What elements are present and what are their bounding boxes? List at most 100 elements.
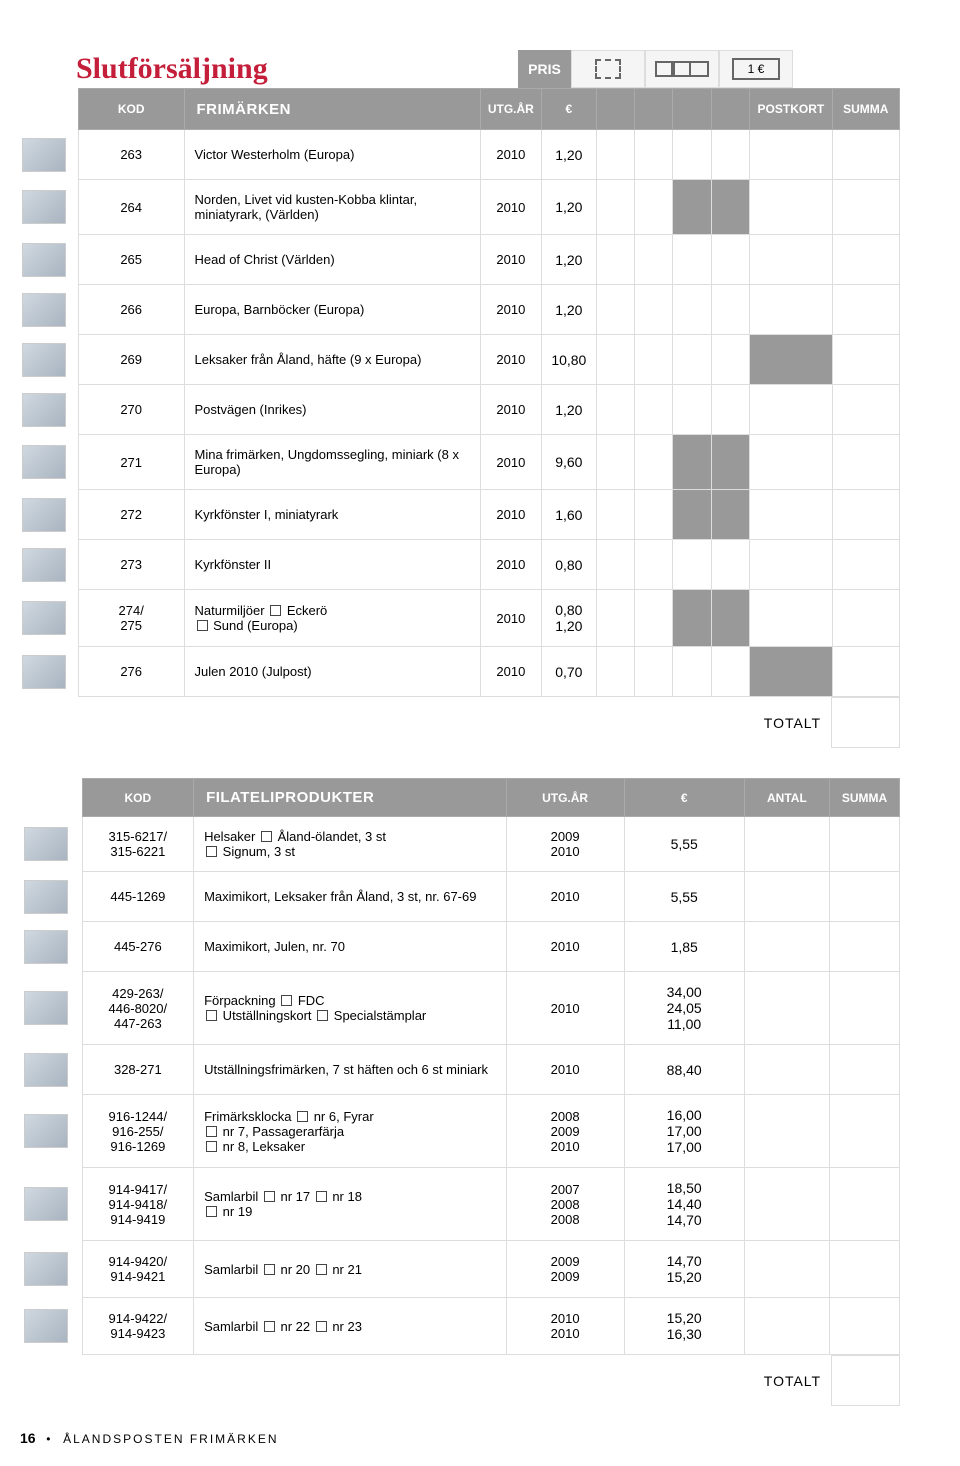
star2-cell[interactable] — [673, 285, 711, 335]
circ1-cell[interactable] — [635, 647, 673, 697]
postkort-cell[interactable] — [750, 435, 833, 490]
postkort-cell[interactable] — [750, 285, 833, 335]
totalt-box-1[interactable] — [832, 698, 900, 748]
postkort-header: POSTKORT — [750, 89, 833, 130]
antal-header: ANTAL — [744, 779, 829, 817]
star1-cell[interactable] — [596, 490, 634, 540]
circ2-cell[interactable] — [711, 385, 749, 435]
circ2-cell[interactable] — [711, 590, 749, 647]
star1-cell[interactable] — [596, 647, 634, 697]
summa-cell[interactable] — [832, 435, 899, 490]
summa-cell[interactable] — [830, 872, 900, 922]
circ1-cell[interactable] — [635, 335, 673, 385]
table-row: 429-263/446-8020/447-263Förpackning FDC … — [10, 972, 900, 1045]
star1-cell[interactable] — [596, 540, 634, 590]
table-row: 445-276Maximikort, Julen, nr. 7020101,85 — [10, 922, 900, 972]
postkort-cell[interactable] — [750, 235, 833, 285]
circ1-cell[interactable] — [635, 285, 673, 335]
star2-cell[interactable] — [673, 385, 711, 435]
postkort-cell[interactable] — [750, 540, 833, 590]
antal-cell[interactable] — [744, 1298, 829, 1355]
circ1-cell[interactable] — [635, 590, 673, 647]
circ2-cell[interactable] — [711, 647, 749, 697]
postkort-cell[interactable] — [750, 335, 833, 385]
postkort-cell[interactable] — [750, 590, 833, 647]
desc-cell: Norden, Livet vid kusten-Kobba klintar, … — [184, 180, 480, 235]
price-cell: 1,60 — [541, 490, 596, 540]
star1-cell[interactable] — [596, 235, 634, 285]
circ1-cell[interactable] — [635, 385, 673, 435]
star2-cell[interactable] — [673, 490, 711, 540]
circ2-cell[interactable] — [711, 540, 749, 590]
summa-cell[interactable] — [832, 180, 899, 235]
circ2-cell[interactable] — [711, 285, 749, 335]
circ1-cell[interactable] — [635, 130, 673, 180]
circ1-cell[interactable] — [635, 490, 673, 540]
postkort-cell[interactable] — [750, 130, 833, 180]
price-cell: 15,2016,30 — [624, 1298, 744, 1355]
circ2-cell[interactable] — [711, 335, 749, 385]
postkort-cell[interactable] — [750, 490, 833, 540]
circ2-cell[interactable] — [711, 180, 749, 235]
summa-cell[interactable] — [832, 490, 899, 540]
antal-cell[interactable] — [744, 872, 829, 922]
circ2-cell[interactable] — [711, 435, 749, 490]
antal-cell[interactable] — [744, 972, 829, 1045]
circ2-header — [711, 89, 749, 130]
totalt-box-2[interactable] — [832, 1356, 900, 1406]
circ1-cell[interactable] — [635, 435, 673, 490]
summa-cell[interactable] — [832, 647, 899, 697]
totalt-label-1: TOTALT — [752, 698, 831, 748]
star1-cell[interactable] — [596, 385, 634, 435]
circ2-cell[interactable] — [711, 490, 749, 540]
star1-cell[interactable] — [596, 335, 634, 385]
postkort-cell[interactable] — [750, 180, 833, 235]
summa-cell[interactable] — [832, 285, 899, 335]
star2-cell[interactable] — [673, 647, 711, 697]
star1-cell[interactable] — [596, 590, 634, 647]
summa-cell[interactable] — [830, 972, 900, 1045]
antal-cell[interactable] — [744, 1241, 829, 1298]
desc-cell: Samlarbil nr 17 nr 18 nr 19 — [194, 1168, 507, 1241]
antal-cell[interactable] — [744, 1045, 829, 1095]
totalt-label-2: TOTALT — [752, 1356, 831, 1406]
postkort-cell[interactable] — [750, 647, 833, 697]
antal-cell[interactable] — [744, 1095, 829, 1168]
star1-cell[interactable] — [596, 285, 634, 335]
postkort-cell[interactable] — [750, 385, 833, 435]
star2-cell[interactable] — [673, 130, 711, 180]
summa-cell[interactable] — [832, 540, 899, 590]
antal-cell[interactable] — [744, 922, 829, 972]
summa-cell[interactable] — [830, 1095, 900, 1168]
summa-cell[interactable] — [832, 590, 899, 647]
star1-cell[interactable] — [596, 180, 634, 235]
summa-cell[interactable] — [832, 385, 899, 435]
star1-cell[interactable] — [596, 435, 634, 490]
star2-cell[interactable] — [673, 435, 711, 490]
summa-cell[interactable] — [830, 1241, 900, 1298]
star2-cell[interactable] — [673, 180, 711, 235]
star1-cell[interactable] — [596, 130, 634, 180]
circ1-cell[interactable] — [635, 235, 673, 285]
summa-cell[interactable] — [830, 1045, 900, 1095]
star2-cell[interactable] — [673, 590, 711, 647]
pris-header: PRIS — [518, 50, 571, 88]
star2-cell[interactable] — [673, 540, 711, 590]
price-cell: 0,70 — [541, 647, 596, 697]
desc-cell: Förpackning FDC Utställningskort Special… — [194, 972, 507, 1045]
summa-cell[interactable] — [830, 817, 900, 872]
star2-cell[interactable] — [673, 335, 711, 385]
circ2-cell[interactable] — [711, 235, 749, 285]
summa-cell[interactable] — [830, 1298, 900, 1355]
summa-cell[interactable] — [832, 235, 899, 285]
circ1-cell[interactable] — [635, 180, 673, 235]
circ2-cell[interactable] — [711, 130, 749, 180]
circ1-cell[interactable] — [635, 540, 673, 590]
summa-cell[interactable] — [830, 922, 900, 972]
summa-cell[interactable] — [832, 335, 899, 385]
star2-cell[interactable] — [673, 235, 711, 285]
summa-cell[interactable] — [832, 130, 899, 180]
antal-cell[interactable] — [744, 1168, 829, 1241]
summa-cell[interactable] — [830, 1168, 900, 1241]
antal-cell[interactable] — [744, 817, 829, 872]
